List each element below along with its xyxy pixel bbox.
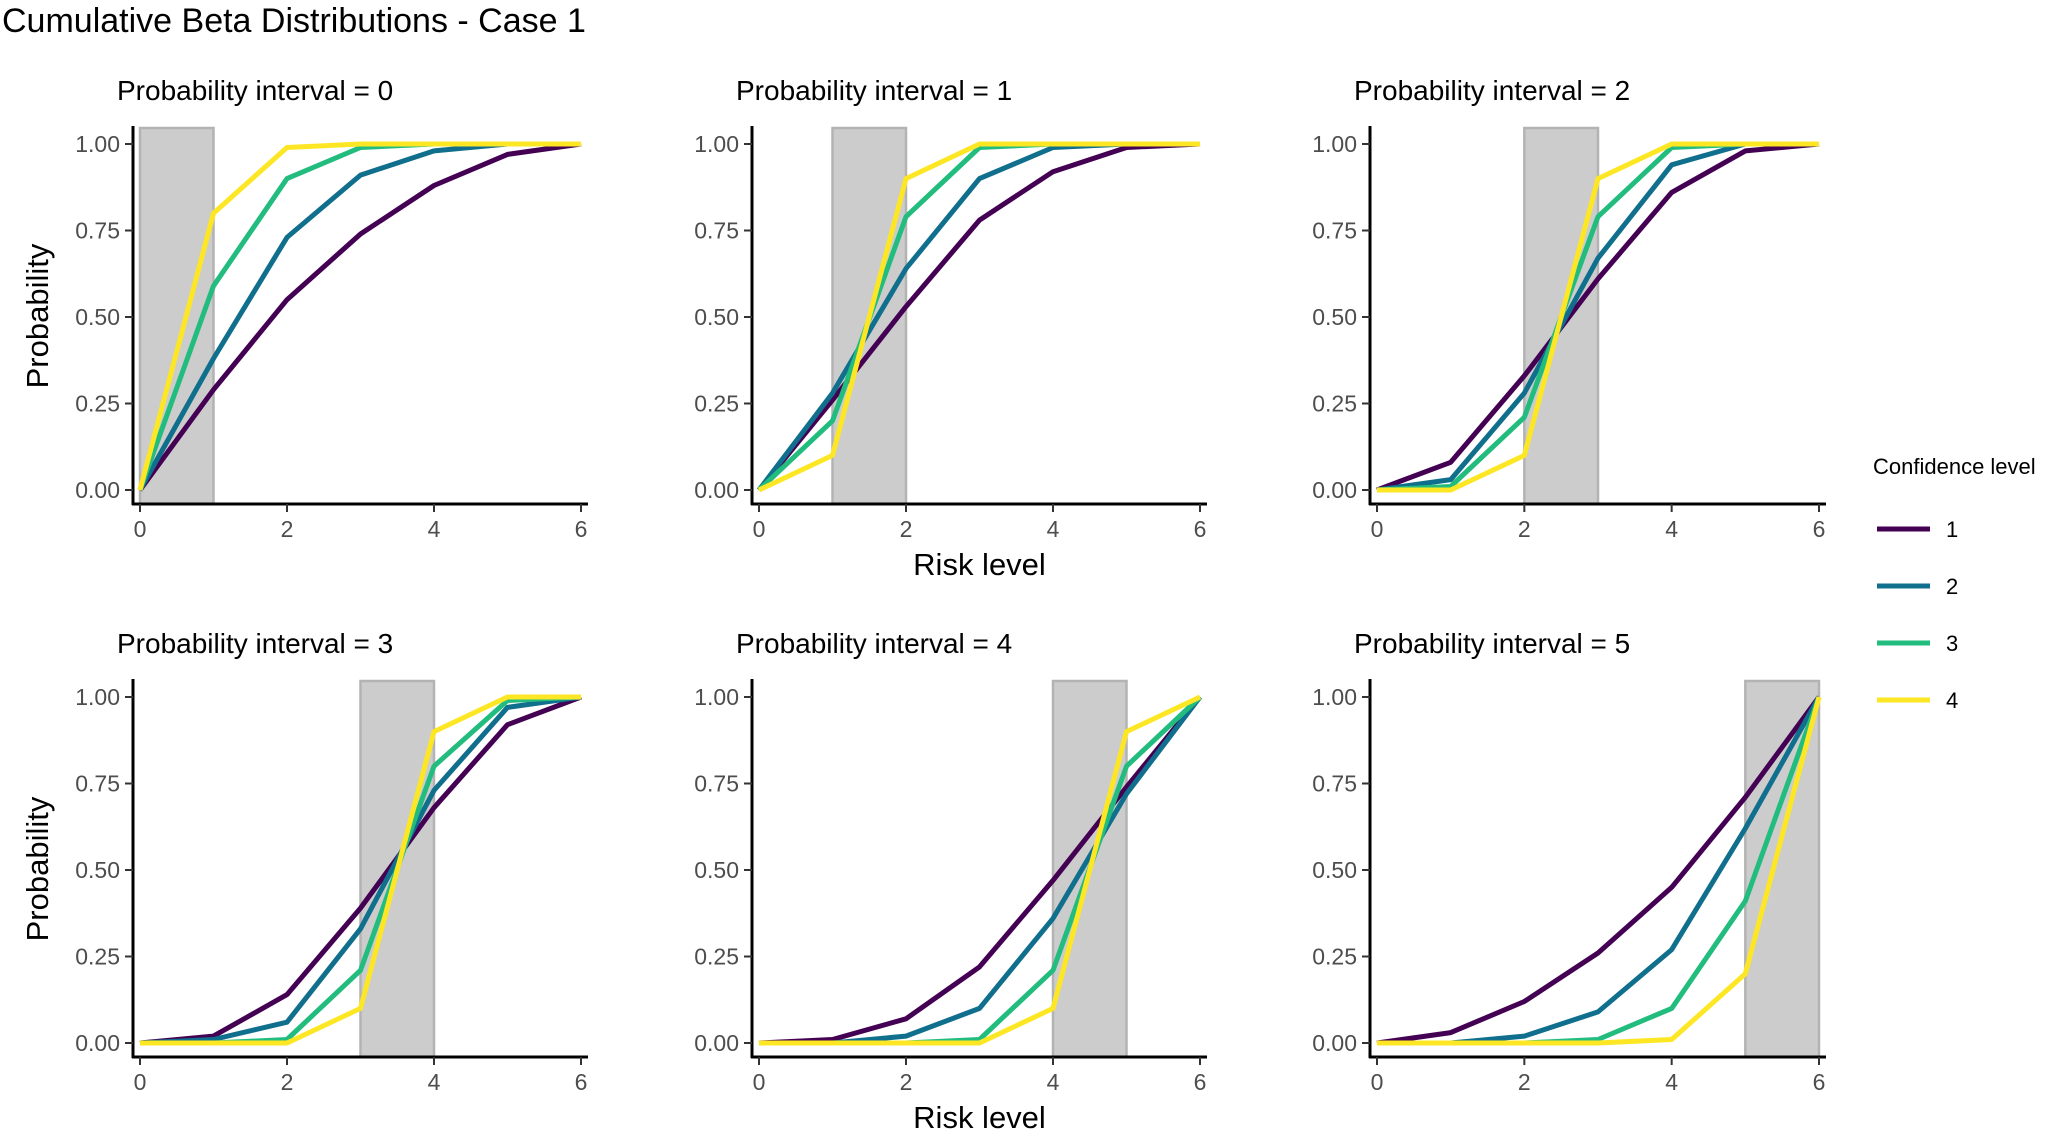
panel-title: Probability interval = 1 bbox=[736, 75, 1012, 106]
panel-title: Probability interval = 2 bbox=[1354, 75, 1630, 106]
figure-title: Cumulative Beta Distributions - Case 1 bbox=[2, 2, 586, 40]
x-tick-label: 6 bbox=[1194, 516, 1207, 542]
x-tick-label: 6 bbox=[575, 516, 588, 542]
panel-title: Probability interval = 3 bbox=[117, 628, 393, 659]
x-tick-label: 4 bbox=[428, 516, 441, 542]
y-tick-label: 0.00 bbox=[1312, 477, 1357, 503]
series-line-4 bbox=[137, 141, 581, 491]
y-tick-label: 0.50 bbox=[694, 304, 739, 330]
series-line-4 bbox=[759, 694, 1202, 1046]
x-tick-label: 4 bbox=[1665, 516, 1678, 542]
panels: Probability interval = 0 0.00 0.25 0.50 0.75… bbox=[20, 75, 1826, 1135]
x-tick-label: 2 bbox=[1518, 516, 1531, 542]
series-line-4 bbox=[1377, 696, 1822, 1046]
y-tick-label: 0.25 bbox=[694, 391, 739, 417]
panel-5: Probability interval = 4 0.00 0.25 0.50 0.75… bbox=[694, 628, 1207, 1135]
x-tick-label: 4 bbox=[1047, 516, 1060, 542]
y-tick-label: 0.00 bbox=[694, 477, 739, 503]
y-axis-title: Probability bbox=[20, 796, 55, 941]
y-axis-title: Probability bbox=[20, 243, 55, 388]
y-tick-label: 1.00 bbox=[75, 131, 120, 157]
y-tick-label: 0.00 bbox=[75, 477, 120, 503]
x-tick-label: 2 bbox=[281, 516, 294, 542]
x-tick-label: 4 bbox=[1047, 1069, 1060, 1095]
panel-title: Probability interval = 5 bbox=[1354, 628, 1630, 659]
x-tick-label: 0 bbox=[134, 1069, 147, 1095]
legend-label: 3 bbox=[1946, 631, 1958, 656]
y-tick-label: 0.25 bbox=[75, 391, 120, 417]
y-tick-label: 0.50 bbox=[75, 304, 120, 330]
panel-4: Probability interval = 3 0.00 0.25 0.50 0.75… bbox=[20, 628, 588, 1095]
y-tick-label: 0.50 bbox=[1312, 857, 1357, 883]
panel-6: Probability interval = 5 0.00 0.25 0.50 0.75… bbox=[1312, 628, 1826, 1095]
y-tick-label: 0.00 bbox=[1312, 1030, 1357, 1056]
x-tick-label: 6 bbox=[575, 1069, 588, 1095]
x-tick-label: 0 bbox=[753, 1069, 766, 1095]
legend: Confidence level 1 2 3 4 bbox=[1873, 454, 2036, 713]
legend-label: 1 bbox=[1946, 517, 1958, 542]
x-tick-label: 0 bbox=[1371, 1069, 1384, 1095]
x-tick-label: 0 bbox=[753, 516, 766, 542]
x-tick-label: 2 bbox=[900, 1069, 913, 1095]
y-tick-label: 0.50 bbox=[75, 857, 120, 883]
y-tick-label: 0.75 bbox=[694, 771, 739, 797]
x-tick-label: 6 bbox=[1813, 1069, 1826, 1095]
series-line-1 bbox=[757, 141, 1201, 492]
x-tick-label: 6 bbox=[1813, 516, 1826, 542]
legend-title: Confidence level bbox=[1873, 454, 2036, 479]
y-tick-label: 0.50 bbox=[1312, 304, 1357, 330]
series-line-3 bbox=[759, 695, 1202, 1046]
series-line-1 bbox=[139, 694, 582, 1046]
y-tick-label: 0.75 bbox=[1312, 771, 1357, 797]
y-tick-label: 0.25 bbox=[694, 944, 739, 970]
series-line-1 bbox=[1376, 141, 1820, 493]
x-tick-label: 2 bbox=[900, 516, 913, 542]
y-tick-label: 1.00 bbox=[694, 131, 739, 157]
x-tick-label: 2 bbox=[281, 1069, 294, 1095]
series-line-1 bbox=[758, 695, 1202, 1046]
x-tick-label: 6 bbox=[1194, 1069, 1207, 1095]
y-tick-label: 0.00 bbox=[75, 1030, 120, 1056]
y-tick-label: 0.75 bbox=[694, 218, 739, 244]
y-tick-label: 1.00 bbox=[75, 684, 120, 710]
series-line-3 bbox=[757, 141, 1200, 492]
panel-title: Probability interval = 0 bbox=[117, 75, 393, 106]
series-line-2 bbox=[759, 695, 1202, 1046]
y-tick-label: 0.75 bbox=[75, 218, 120, 244]
panel-2: Probability interval = 1 0.00 0.25 0.50 0.75… bbox=[694, 75, 1207, 582]
series-line-4 bbox=[1377, 141, 1819, 493]
x-tick-label: 4 bbox=[428, 1069, 441, 1095]
series-line-1 bbox=[137, 141, 582, 492]
series-line-2 bbox=[139, 694, 582, 1046]
x-axis-title: Risk level bbox=[913, 547, 1046, 582]
y-tick-label: 0.75 bbox=[75, 771, 120, 797]
y-tick-label: 0.50 bbox=[694, 857, 739, 883]
panel-title: Probability interval = 4 bbox=[736, 628, 1012, 659]
series-line-1 bbox=[1376, 695, 1822, 1046]
series-line-2 bbox=[757, 141, 1200, 492]
y-tick-label: 0.25 bbox=[1312, 944, 1357, 970]
y-tick-label: 0.25 bbox=[75, 944, 120, 970]
legend-label: 2 bbox=[1946, 574, 1958, 599]
y-tick-label: 0.25 bbox=[1312, 391, 1357, 417]
y-tick-label: 1.00 bbox=[1312, 684, 1357, 710]
x-axis-title: Risk level bbox=[913, 1100, 1046, 1135]
x-tick-label: 2 bbox=[1518, 1069, 1531, 1095]
panel-3: Probability interval = 2 0.00 0.25 0.50 0.75… bbox=[1312, 75, 1826, 542]
x-tick-label: 0 bbox=[134, 516, 147, 542]
x-tick-label: 4 bbox=[1665, 1069, 1678, 1095]
legend-label: 4 bbox=[1946, 688, 1958, 713]
panel-1: Probability interval = 0 0.00 0.25 0.50 0.75… bbox=[20, 75, 588, 542]
y-tick-label: 1.00 bbox=[1312, 131, 1357, 157]
series-line-4 bbox=[140, 694, 581, 1046]
x-tick-label: 0 bbox=[1371, 516, 1384, 542]
y-tick-label: 1.00 bbox=[694, 684, 739, 710]
y-tick-label: 0.75 bbox=[1312, 218, 1357, 244]
series-line-4 bbox=[757, 141, 1200, 493]
y-tick-label: 0.00 bbox=[694, 1030, 739, 1056]
